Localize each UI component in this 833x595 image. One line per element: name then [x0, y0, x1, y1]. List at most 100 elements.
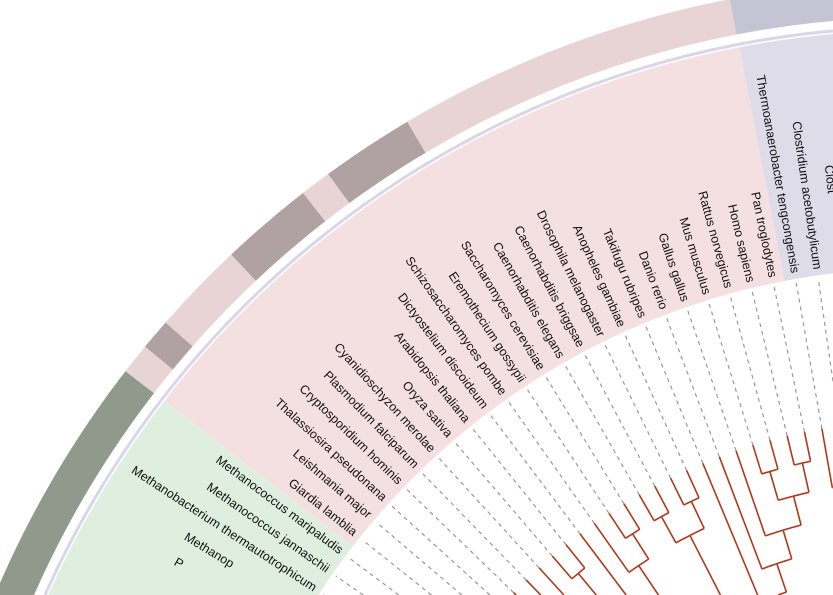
internal-branch — [782, 529, 793, 560]
clade-backgrounds — [43, 29, 833, 595]
leaf-connector — [348, 557, 400, 595]
leaf-branch — [752, 445, 763, 475]
branch-arc — [765, 524, 802, 537]
branch-arc — [683, 497, 700, 506]
ring-segment — [145, 322, 193, 370]
ring-segment — [71, 421, 119, 469]
ring-segment — [328, 155, 375, 204]
internal-branch — [689, 535, 722, 595]
leaf-connector — [687, 310, 737, 451]
internal-branch — [690, 500, 705, 529]
ring-segment — [353, 138, 401, 186]
leaf-connector — [604, 344, 672, 479]
ring-segment — [729, 0, 768, 35]
ring-segment — [278, 192, 326, 241]
leaf-branch — [579, 533, 627, 595]
leaf-branch — [538, 567, 565, 595]
ring-segment — [302, 173, 350, 222]
ring-segment — [577, 30, 620, 75]
ring-segment — [88, 396, 137, 443]
leaf-connector — [565, 365, 640, 496]
leaf-branch — [685, 470, 700, 499]
internal-branch — [631, 533, 650, 560]
leaf-branch — [525, 579, 542, 595]
ring-segment — [231, 232, 279, 281]
branch-arc — [625, 528, 641, 540]
leaf-connector — [438, 458, 540, 569]
leaf-branch — [608, 512, 627, 539]
internal-branch — [792, 495, 802, 526]
branch-arc — [761, 468, 779, 475]
leaf-branch — [623, 503, 641, 530]
leaf-branch — [718, 456, 763, 570]
branch-arc — [653, 511, 670, 522]
leaf-connector — [773, 286, 806, 433]
ring-segment — [637, 12, 678, 57]
ring-segment — [490, 64, 535, 110]
ring-segment — [125, 346, 174, 394]
branch-arc — [571, 567, 586, 580]
ring-segment — [793, 0, 833, 25]
leaf-connector — [376, 522, 463, 595]
leaf-branch — [654, 485, 670, 513]
ring-segment — [54, 448, 102, 494]
internal-branch — [660, 516, 677, 544]
internal-branch — [801, 462, 810, 493]
leaf-branch — [803, 431, 812, 462]
ring-segment — [254, 212, 302, 261]
ring-separator — [43, 29, 833, 595]
clade-background-bacteria — [739, 33, 833, 281]
branch-arc — [628, 558, 650, 573]
leaf-branch — [669, 477, 685, 506]
leaf-connector — [508, 402, 595, 524]
ring-segment — [519, 52, 563, 98]
ring-segment — [106, 370, 155, 418]
ring-segment — [698, 0, 738, 41]
leaf-connector — [545, 377, 625, 505]
leaf-branch — [593, 522, 630, 573]
leaf-connector — [666, 318, 720, 458]
ring-segment — [208, 254, 257, 302]
leaf-connector — [730, 297, 771, 441]
leaf-connectors — [323, 279, 833, 595]
leaf-connector — [422, 473, 527, 581]
leaf-connector — [490, 415, 581, 535]
leaf-connector — [472, 428, 567, 546]
leaf-branch — [638, 494, 655, 522]
ring-segment — [668, 5, 708, 48]
ring-segment — [0, 475, 87, 595]
ring-segment — [548, 40, 591, 86]
branch-arc — [675, 527, 705, 544]
internal-branch — [769, 471, 780, 501]
ring-segment — [607, 21, 649, 66]
leaf-connector — [406, 489, 514, 593]
leaf-connector — [817, 279, 833, 382]
internal-branch — [577, 572, 597, 595]
ring-segment — [462, 77, 507, 124]
leaf-branch — [565, 544, 586, 569]
ring-segment — [761, 0, 798, 30]
leaf-connector — [584, 355, 656, 487]
ring-segment — [186, 276, 235, 324]
leaf-connector — [455, 443, 553, 557]
leaf-connector — [335, 575, 364, 595]
leaf-connector — [391, 505, 491, 595]
leaf-branch — [786, 435, 795, 466]
leaf-connector — [362, 539, 432, 595]
clade-background-eukaryota — [164, 47, 785, 547]
branch-arc — [761, 558, 792, 570]
leaf-connector — [645, 326, 704, 464]
leaf-connector — [527, 389, 610, 514]
clade-background-archaea — [48, 400, 353, 595]
leaf-branch — [735, 450, 767, 537]
ring-segment — [434, 91, 480, 138]
leaf-branch — [821, 428, 833, 488]
leaf-connector — [624, 335, 688, 471]
leaf-connector — [751, 291, 788, 436]
leaf-label: Clost — [822, 164, 833, 194]
internal-branch — [776, 563, 788, 593]
branch-arc — [794, 460, 811, 466]
